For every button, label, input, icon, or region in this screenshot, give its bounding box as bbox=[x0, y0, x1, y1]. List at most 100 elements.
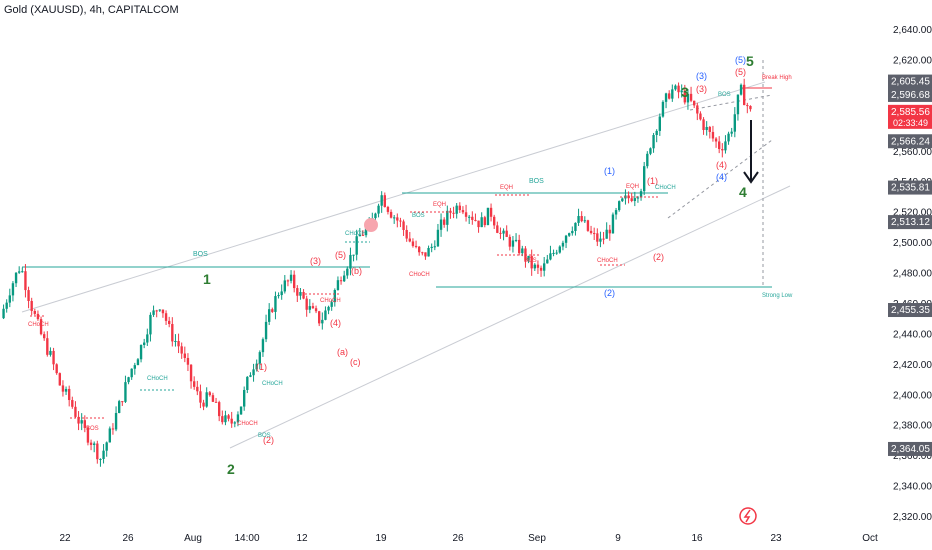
price-tick-label: 2,320.00 bbox=[893, 512, 932, 523]
candle-body bbox=[202, 402, 205, 407]
wave-sublabel: (5) bbox=[735, 67, 746, 77]
wave-dash-line bbox=[689, 94, 773, 111]
candle-body bbox=[61, 385, 65, 392]
candle-body bbox=[271, 309, 274, 312]
candle-body bbox=[496, 225, 499, 233]
candle-body bbox=[93, 443, 96, 445]
price-tick-label: 2,380.00 bbox=[893, 421, 932, 432]
candle-body bbox=[171, 324, 174, 342]
candle-body bbox=[302, 291, 305, 299]
wave-sublabel: (b) bbox=[351, 266, 362, 276]
price-badge bbox=[888, 215, 932, 230]
price-badge bbox=[888, 180, 932, 195]
candle-body bbox=[161, 309, 165, 314]
wave-sublabel: (3) bbox=[310, 256, 321, 266]
candle-body bbox=[339, 280, 343, 282]
candle-body bbox=[86, 427, 90, 443]
price-badge-label: 2,513.12 bbox=[891, 217, 930, 228]
candle-body bbox=[630, 198, 633, 201]
candle-body bbox=[268, 309, 271, 322]
candle-body bbox=[83, 420, 86, 428]
candle-body bbox=[21, 271, 24, 273]
candle-body bbox=[280, 291, 283, 296]
time-axis[interactable]: 22 26 Aug 14:00 12 19 26 Sep 9 16 23 Oct bbox=[59, 533, 878, 544]
marker-dot bbox=[364, 218, 378, 232]
candles bbox=[2, 78, 752, 467]
candle-body bbox=[286, 280, 290, 282]
candle-body bbox=[596, 233, 599, 242]
candle-body bbox=[233, 422, 236, 424]
candle-body bbox=[649, 148, 652, 154]
candle-body bbox=[618, 201, 621, 211]
candle-body bbox=[655, 130, 658, 136]
structure-label: BOS bbox=[718, 92, 731, 98]
candle-body bbox=[418, 246, 421, 253]
candle-body bbox=[402, 221, 405, 230]
candle-body bbox=[539, 267, 543, 271]
wave-label-5: 5 bbox=[746, 53, 754, 69]
price-badge bbox=[888, 441, 932, 456]
candle-body bbox=[408, 238, 411, 242]
structure-label: BOS bbox=[258, 433, 271, 439]
candle-body bbox=[80, 420, 83, 424]
wave-sublabel: (1) bbox=[256, 362, 267, 372]
candle-body bbox=[505, 230, 508, 237]
candle-body bbox=[349, 254, 352, 269]
wave-sublabel: (2) bbox=[653, 252, 664, 262]
candle-body bbox=[214, 401, 218, 403]
candle-body bbox=[502, 230, 505, 234]
candle-body bbox=[602, 238, 605, 240]
candle-body bbox=[389, 211, 393, 218]
candle-body bbox=[361, 234, 365, 236]
price-tick-label: 2,500.00 bbox=[893, 238, 932, 249]
candle-body bbox=[77, 416, 80, 424]
candle-body bbox=[274, 296, 277, 312]
candle-body bbox=[399, 220, 402, 222]
candle-body bbox=[471, 216, 474, 220]
candle-body bbox=[330, 302, 333, 307]
candle-body bbox=[555, 252, 558, 254]
candle-body bbox=[464, 212, 468, 217]
candle-body bbox=[358, 234, 361, 237]
candle-body bbox=[108, 428, 111, 443]
candle-body bbox=[574, 222, 577, 231]
structure-label: Strong Low bbox=[762, 293, 793, 299]
arrow-down-icon bbox=[743, 171, 759, 184]
structure-label: BOS bbox=[193, 251, 208, 258]
wave-sublabel: (2) bbox=[263, 435, 274, 445]
structure-label: CHoCH bbox=[320, 298, 341, 304]
candle-body bbox=[293, 274, 296, 289]
candle-body bbox=[411, 241, 415, 246]
candle-body bbox=[474, 219, 477, 221]
candle-body bbox=[599, 238, 602, 242]
candle-body bbox=[489, 207, 493, 217]
candle-body bbox=[230, 418, 233, 424]
candle-body bbox=[255, 363, 258, 370]
price-tick-label: 2,340.00 bbox=[893, 482, 932, 493]
candle-body bbox=[177, 341, 180, 347]
price-badge bbox=[888, 303, 932, 318]
time-tick-label: Aug bbox=[184, 533, 202, 544]
price-badge-label: 2,455.35 bbox=[891, 305, 930, 316]
candle-body bbox=[621, 198, 624, 202]
price-tick-label: 2,620.00 bbox=[893, 55, 932, 66]
candle-body bbox=[743, 84, 746, 106]
wave-sublabel: (3) bbox=[696, 71, 707, 81]
candle-body bbox=[227, 415, 230, 419]
wave-label-4: 4 bbox=[739, 184, 747, 200]
candle-body bbox=[746, 105, 749, 107]
time-tick-label: Oct bbox=[862, 533, 878, 544]
candle-body bbox=[643, 166, 646, 192]
candle-body bbox=[136, 359, 140, 366]
candle-body bbox=[355, 236, 358, 255]
price-tick-label: 2,420.00 bbox=[893, 360, 932, 371]
candle-body bbox=[686, 93, 690, 103]
candle-body bbox=[658, 116, 661, 131]
structure-label: CHoCH bbox=[409, 272, 430, 278]
candle-body bbox=[543, 263, 546, 271]
candle-body bbox=[514, 239, 518, 241]
candle-body bbox=[661, 101, 665, 117]
candle-body bbox=[130, 368, 133, 378]
wave-label-2: 2 bbox=[227, 461, 235, 477]
